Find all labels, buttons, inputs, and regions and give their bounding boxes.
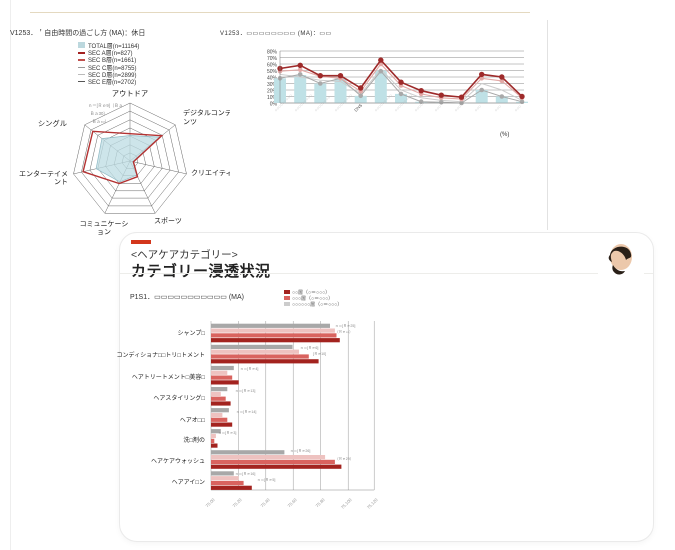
svg-text:75.100: 75.100 <box>340 497 353 510</box>
svg-text:ヘアトリートメント□美容□: ヘアトリートメント□美容□ <box>132 373 206 381</box>
svg-text:75.00: 75.00 <box>205 497 217 509</box>
svg-text:ｎ＝[Ｒｅ3]: ｎ＝[Ｒｅ3] <box>218 431 236 435</box>
svg-text:洗□剤の: 洗□剤の <box>183 436 205 444</box>
svg-text:ヘアオ□□: ヘアオ□□ <box>180 417 206 424</box>
svg-text:ｎ＝[Ｒｅ4]: ｎ＝[Ｒｅ4] <box>240 367 258 371</box>
svg-text:ｎ＝[Ｒｅ6]: ｎ＝[Ｒｅ6] <box>300 346 318 350</box>
svg-text:○○○: ○○○ <box>493 103 502 112</box>
svg-text:○○○: ○○○ <box>433 103 442 112</box>
svg-text:ｎ＝[Ｒｅ16]: ｎ＝[Ｒｅ16] <box>235 472 255 476</box>
svg-text:ｎ＝[Ｒｅ13]: ｎ＝[Ｒｅ13] <box>235 389 255 393</box>
svg-text:(%): (%) <box>500 132 509 138</box>
svg-text:75.20: 75.20 <box>232 497 244 509</box>
svg-text:75.80: 75.80 <box>315 497 327 509</box>
svg-text:コンディショナ□□トリ□トメント: コンディショナ□□トリ□トメント <box>117 351 205 359</box>
svg-text:（Ｒｅ29）: （Ｒｅ29） <box>335 456 353 461</box>
svg-text:75.60: 75.60 <box>287 497 299 509</box>
svg-text:○○○: ○○○ <box>513 103 522 112</box>
svg-text:ヘアスタイリング□: ヘアスタイリング□ <box>153 394 205 402</box>
svg-text:ヘアケアウォッシュ: ヘアケアウォッシュ <box>151 457 205 465</box>
svg-text:（Ｒｅ▭）: （Ｒｅ▭） <box>335 329 353 334</box>
svg-text:75.40: 75.40 <box>260 497 272 509</box>
svg-text:ｎ＝[Ｒｅ14]: ｎ＝[Ｒｅ14] <box>236 410 256 414</box>
svg-text:シャンプ□: シャンプ□ <box>178 330 206 337</box>
svg-text:○○○: ○○○ <box>473 103 482 112</box>
svg-text:ｎ＝[Ｒｅ5]: ｎ＝[Ｒｅ5] <box>257 478 275 482</box>
svg-text:[Ｒｅ10]: [Ｒｅ10] <box>313 352 326 356</box>
svg-text:75.120: 75.120 <box>366 497 379 510</box>
svg-text:ｎ＝[Ｒｅ25]: ｎ＝[Ｒｅ25] <box>335 324 355 328</box>
svg-text:ｎ＝[Ｒｅ26]: ｎ＝[Ｒｅ26] <box>290 449 310 453</box>
svg-text:ヘアアイ□ン: ヘアアイ□ン <box>172 479 205 486</box>
